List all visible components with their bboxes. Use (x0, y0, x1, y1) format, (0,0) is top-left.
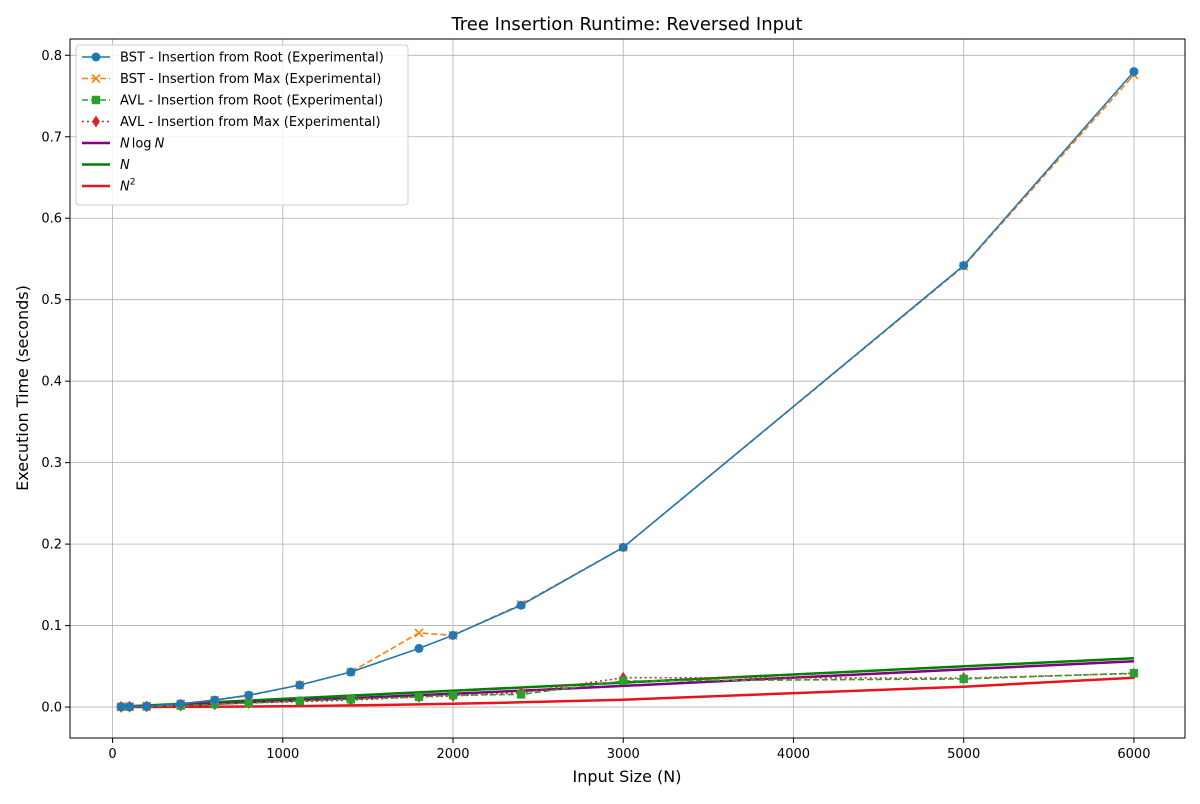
plot-frame (69, 38, 1186, 739)
legend-swatch-marker-stroke (91, 73, 101, 84)
x-axis-label: Input Size (N) (573, 767, 682, 786)
legend-entry: N (82, 158, 130, 173)
y-tick-label: 0.6 (41, 212, 62, 227)
x-tick-label: 2000 (436, 747, 469, 762)
data-point-x (414, 628, 424, 638)
data-point-square (414, 692, 424, 702)
legend-box (75, 44, 409, 206)
data-point-square (346, 695, 356, 704)
data-point-circle (516, 600, 526, 610)
y-tick-label: 0.4 (41, 375, 62, 390)
legend-math-main: N (120, 137, 130, 152)
data-point-square (244, 698, 253, 708)
x-axis-ticks: 0 1000 2000 3000 4000 5000 6000 (108, 738, 1150, 762)
data-point-circle (346, 667, 356, 677)
data-point-circle (295, 680, 305, 690)
x-tick-label: 5000 (947, 747, 980, 762)
legend-math-func: log (132, 137, 152, 152)
legend-swatch-marker (91, 95, 101, 105)
data-point-circle (125, 702, 135, 712)
data-point-square (959, 674, 968, 684)
series-layer (116, 67, 1139, 713)
legend-math-main: N (120, 158, 130, 173)
data-point-circle (448, 630, 458, 640)
legend-swatch-marker (92, 115, 100, 128)
legend-entry: BST - Insertion from Max (Experimental) (82, 72, 381, 87)
legend-entry: AVL - Insertion from Root (Experimental) (82, 94, 383, 109)
legend-math-main: N (120, 180, 130, 195)
data-point-circle (618, 542, 628, 552)
series-line (121, 656, 1134, 708)
y-axis-label: Execution Time (seconds) (13, 285, 32, 491)
y-tick-label: 0.3 (41, 456, 62, 471)
data-point-x-stroke (414, 628, 424, 638)
y-tick-label: 0.1 (41, 619, 62, 634)
series-line (121, 71, 1135, 708)
legend-entry: AVL - Insertion from Max (Experimental) (82, 115, 381, 130)
x-tick-label: 6000 (1117, 747, 1150, 762)
data-point-circle (210, 695, 220, 705)
data-point-square (295, 696, 305, 706)
series-6 (121, 656, 1134, 708)
legend: BST - Insertion from Root (Experimental)… (75, 44, 409, 206)
data-point-circle (142, 701, 152, 711)
chart-title: Tree Insertion Runtime: Reversed Input (450, 14, 802, 35)
y-tick-label: 0.8 (41, 49, 62, 64)
y-axis-ticks: 0.0 0.1 0.2 0.3 0.4 0.5 0.6 0.7 0.8 (41, 49, 70, 716)
legend-entry: BST - Insertion from Root (Experimental) (82, 51, 384, 66)
y-tick-label: 0.7 (41, 130, 62, 145)
data-point-circle (414, 643, 424, 653)
data-point-square (1129, 669, 1139, 678)
y-tick-label: 0.2 (41, 538, 62, 553)
data-point-circle (176, 699, 186, 709)
legend-label: BST - Insertion from Max (Experimental) (120, 72, 381, 87)
legend-label: AVL - Insertion from Max (Experimental) (120, 115, 381, 130)
data-point-square (516, 690, 526, 699)
y-tick-label: 0.0 (41, 701, 62, 716)
legend-swatch-marker (91, 52, 101, 62)
data-point-circle (1129, 67, 1139, 77)
y-tick-label: 0.5 (41, 293, 62, 308)
series-1 (116, 67, 1139, 712)
legend-swatch-marker (91, 73, 101, 84)
legend-math-superscript: 2 (130, 178, 136, 188)
x-tick-label: 3000 (607, 747, 640, 762)
legend-label: N2 (120, 178, 135, 195)
legend-entry: N2 (82, 178, 135, 195)
legend-label: BST - Insertion from Root (Experimental) (120, 51, 384, 66)
data-point-circle (116, 702, 126, 712)
data-point-square (619, 676, 628, 686)
x-tick-label: 4000 (777, 747, 810, 762)
legend-label: N (120, 158, 130, 173)
x-tick-label: 0 (108, 747, 116, 762)
x-tick-label: 1000 (266, 747, 299, 762)
data-point-square (448, 691, 458, 700)
legend-math-tail: N (155, 137, 165, 152)
data-point-circle (959, 260, 969, 270)
data-point-circle (244, 690, 254, 700)
legend-label: AVL - Insertion from Root (Experimental) (120, 94, 383, 109)
